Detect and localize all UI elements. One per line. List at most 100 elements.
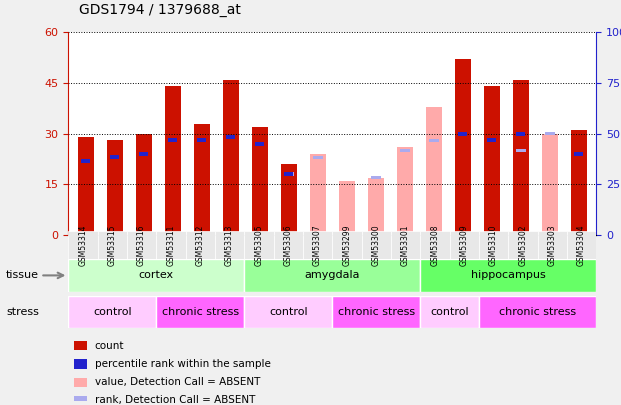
Bar bbox=[545, 132, 555, 135]
Text: GSM53307: GSM53307 bbox=[313, 224, 322, 266]
Bar bbox=[284, 173, 294, 176]
Bar bbox=[107, 141, 123, 235]
Bar bbox=[139, 152, 148, 156]
Bar bbox=[127, 231, 156, 259]
Bar bbox=[274, 231, 303, 259]
Text: amygdala: amygdala bbox=[304, 271, 360, 280]
Text: GSM53315: GSM53315 bbox=[108, 224, 117, 266]
Bar bbox=[215, 231, 244, 259]
Bar bbox=[111, 155, 119, 159]
Bar bbox=[223, 80, 238, 235]
Bar bbox=[68, 231, 97, 259]
FancyBboxPatch shape bbox=[156, 296, 244, 328]
Bar bbox=[516, 149, 525, 152]
Bar bbox=[508, 231, 538, 259]
FancyBboxPatch shape bbox=[68, 259, 244, 292]
Bar bbox=[339, 181, 355, 235]
Text: GSM53299: GSM53299 bbox=[342, 224, 351, 266]
Text: chronic stress: chronic stress bbox=[161, 307, 239, 317]
Text: GSM53312: GSM53312 bbox=[196, 224, 205, 266]
Bar bbox=[73, 377, 87, 387]
Text: GSM53314: GSM53314 bbox=[78, 224, 88, 266]
Text: stress: stress bbox=[6, 307, 39, 317]
Bar bbox=[73, 396, 87, 405]
Bar bbox=[542, 134, 558, 235]
Text: GSM53300: GSM53300 bbox=[372, 224, 381, 266]
Text: control: control bbox=[269, 307, 307, 317]
Bar bbox=[168, 139, 177, 143]
Bar bbox=[371, 176, 381, 179]
Bar bbox=[538, 231, 567, 259]
Text: tissue: tissue bbox=[6, 271, 39, 280]
Text: GSM53303: GSM53303 bbox=[548, 224, 556, 266]
Bar bbox=[226, 135, 235, 139]
FancyBboxPatch shape bbox=[68, 296, 156, 328]
Bar bbox=[479, 231, 508, 259]
Bar bbox=[194, 124, 210, 235]
Bar bbox=[458, 132, 467, 136]
Text: chronic stress: chronic stress bbox=[338, 307, 415, 317]
Text: control: control bbox=[93, 307, 132, 317]
Bar bbox=[574, 152, 583, 156]
Text: GSM53308: GSM53308 bbox=[430, 224, 440, 266]
Text: hippocampus: hippocampus bbox=[471, 271, 546, 280]
Bar bbox=[571, 130, 587, 235]
Bar bbox=[513, 151, 528, 235]
Text: GSM53310: GSM53310 bbox=[489, 224, 498, 266]
Text: count: count bbox=[94, 341, 124, 351]
Bar bbox=[81, 159, 90, 163]
Bar bbox=[313, 156, 322, 159]
Text: GSM53316: GSM53316 bbox=[137, 224, 146, 266]
Bar bbox=[136, 134, 152, 235]
Bar bbox=[78, 137, 94, 235]
Text: GSM53313: GSM53313 bbox=[225, 224, 234, 266]
Text: percentile rank within the sample: percentile rank within the sample bbox=[94, 359, 271, 369]
Bar bbox=[73, 341, 87, 350]
Bar bbox=[426, 107, 442, 235]
Bar bbox=[97, 231, 127, 259]
Text: GDS1794 / 1379688_at: GDS1794 / 1379688_at bbox=[79, 3, 241, 17]
Bar bbox=[567, 231, 596, 259]
Bar bbox=[368, 177, 384, 235]
Bar bbox=[284, 172, 293, 176]
Bar bbox=[450, 231, 479, 259]
Text: GSM53304: GSM53304 bbox=[577, 224, 586, 266]
Bar bbox=[391, 231, 420, 259]
Bar bbox=[310, 154, 325, 235]
FancyBboxPatch shape bbox=[420, 259, 596, 292]
Text: GSM53309: GSM53309 bbox=[460, 224, 469, 266]
Text: value, Detection Call = ABSENT: value, Detection Call = ABSENT bbox=[94, 377, 260, 387]
Text: GSM53302: GSM53302 bbox=[519, 224, 527, 266]
Bar bbox=[156, 231, 186, 259]
Bar bbox=[513, 80, 528, 235]
Bar bbox=[517, 132, 525, 136]
Bar bbox=[165, 86, 181, 235]
Bar bbox=[303, 231, 332, 259]
Bar bbox=[361, 231, 391, 259]
FancyBboxPatch shape bbox=[332, 296, 420, 328]
Bar bbox=[400, 149, 409, 152]
Bar bbox=[397, 147, 413, 235]
Text: GSM53311: GSM53311 bbox=[166, 224, 176, 266]
Text: GSM53305: GSM53305 bbox=[255, 224, 263, 266]
Bar bbox=[281, 164, 297, 235]
Text: control: control bbox=[430, 307, 469, 317]
Bar bbox=[73, 360, 87, 369]
Bar bbox=[252, 127, 268, 235]
Bar bbox=[487, 139, 496, 143]
Text: rank, Detection Call = ABSENT: rank, Detection Call = ABSENT bbox=[94, 395, 255, 405]
Bar bbox=[197, 139, 206, 143]
Bar bbox=[455, 60, 471, 235]
Bar bbox=[332, 231, 361, 259]
Text: GSM53306: GSM53306 bbox=[284, 224, 292, 266]
Bar bbox=[255, 142, 264, 146]
Bar bbox=[281, 164, 297, 235]
Bar bbox=[244, 231, 274, 259]
Bar bbox=[571, 151, 587, 235]
FancyBboxPatch shape bbox=[420, 296, 479, 328]
Text: cortex: cortex bbox=[138, 271, 174, 280]
Bar bbox=[420, 231, 450, 259]
FancyBboxPatch shape bbox=[244, 259, 420, 292]
Text: chronic stress: chronic stress bbox=[499, 307, 576, 317]
Bar bbox=[484, 86, 500, 235]
